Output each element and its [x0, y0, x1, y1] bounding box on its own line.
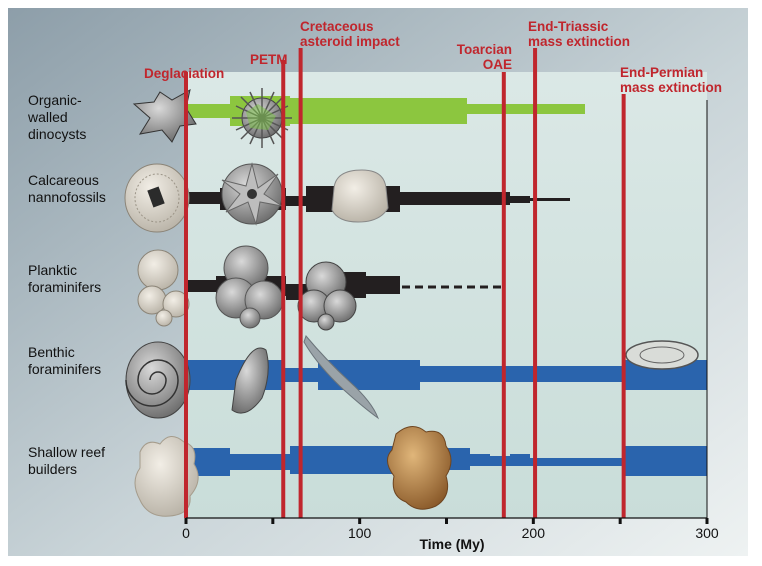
row-label-dinocysts: Organic- walled dinocysts [28, 92, 87, 142]
benthic-range-bar [186, 360, 707, 390]
x-tick-label-2: 100 [348, 525, 372, 541]
event-label-4: End-Triassic mass extinction [528, 19, 630, 49]
coiled-benthic-image [125, 341, 191, 419]
x-axis-ticks: 0 100 200 300 [182, 518, 719, 541]
dinocyst-image [132, 89, 197, 143]
rosette-coccolith-image [221, 162, 283, 226]
coral-image [134, 436, 199, 517]
row-label-planktic: Planktic foraminifers [28, 262, 102, 295]
row-label-benthic: Benthic foraminifers [28, 344, 102, 377]
event-label-1: PETM [250, 52, 288, 67]
spindle-benthic-image [303, 334, 380, 420]
x-tick-label-4: 200 [522, 525, 546, 541]
disc-benthic-image [625, 340, 699, 370]
planktic-images [137, 245, 357, 331]
benthic-images [125, 334, 699, 420]
x-tick-label-0: 0 [182, 525, 190, 541]
sponge-reef-image [387, 426, 452, 510]
dinocyst-fossil-images [132, 88, 292, 148]
nannofossil-images [124, 162, 389, 233]
disc-coccolith-image [331, 169, 389, 223]
smooth-foram-image [137, 249, 190, 327]
event-label-3: Toarcian OAE [457, 42, 512, 72]
spiny-foram-image [297, 261, 357, 331]
elongate-benthic-image [231, 347, 269, 414]
event-label-5: End-Permian mass extinction [620, 65, 722, 95]
event-labels: Deglaciation PETM Cretaceous asteroid impac… [144, 19, 722, 95]
spiny-dinocyst-image [232, 88, 292, 148]
x-axis-title: Time (My) [419, 536, 484, 552]
pitted-foram-image [215, 245, 284, 329]
event-lines [184, 48, 626, 518]
row-label-reef: Shallow reef builders [28, 444, 106, 477]
reef-images [134, 426, 452, 517]
x-tick-label-6: 300 [695, 525, 719, 541]
row-label-nannofossils: Calcareous nannofossils [28, 172, 106, 205]
event-label-0: Deglaciation [144, 66, 224, 81]
event-label-2: Cretaceous asteroid impact [300, 19, 400, 49]
